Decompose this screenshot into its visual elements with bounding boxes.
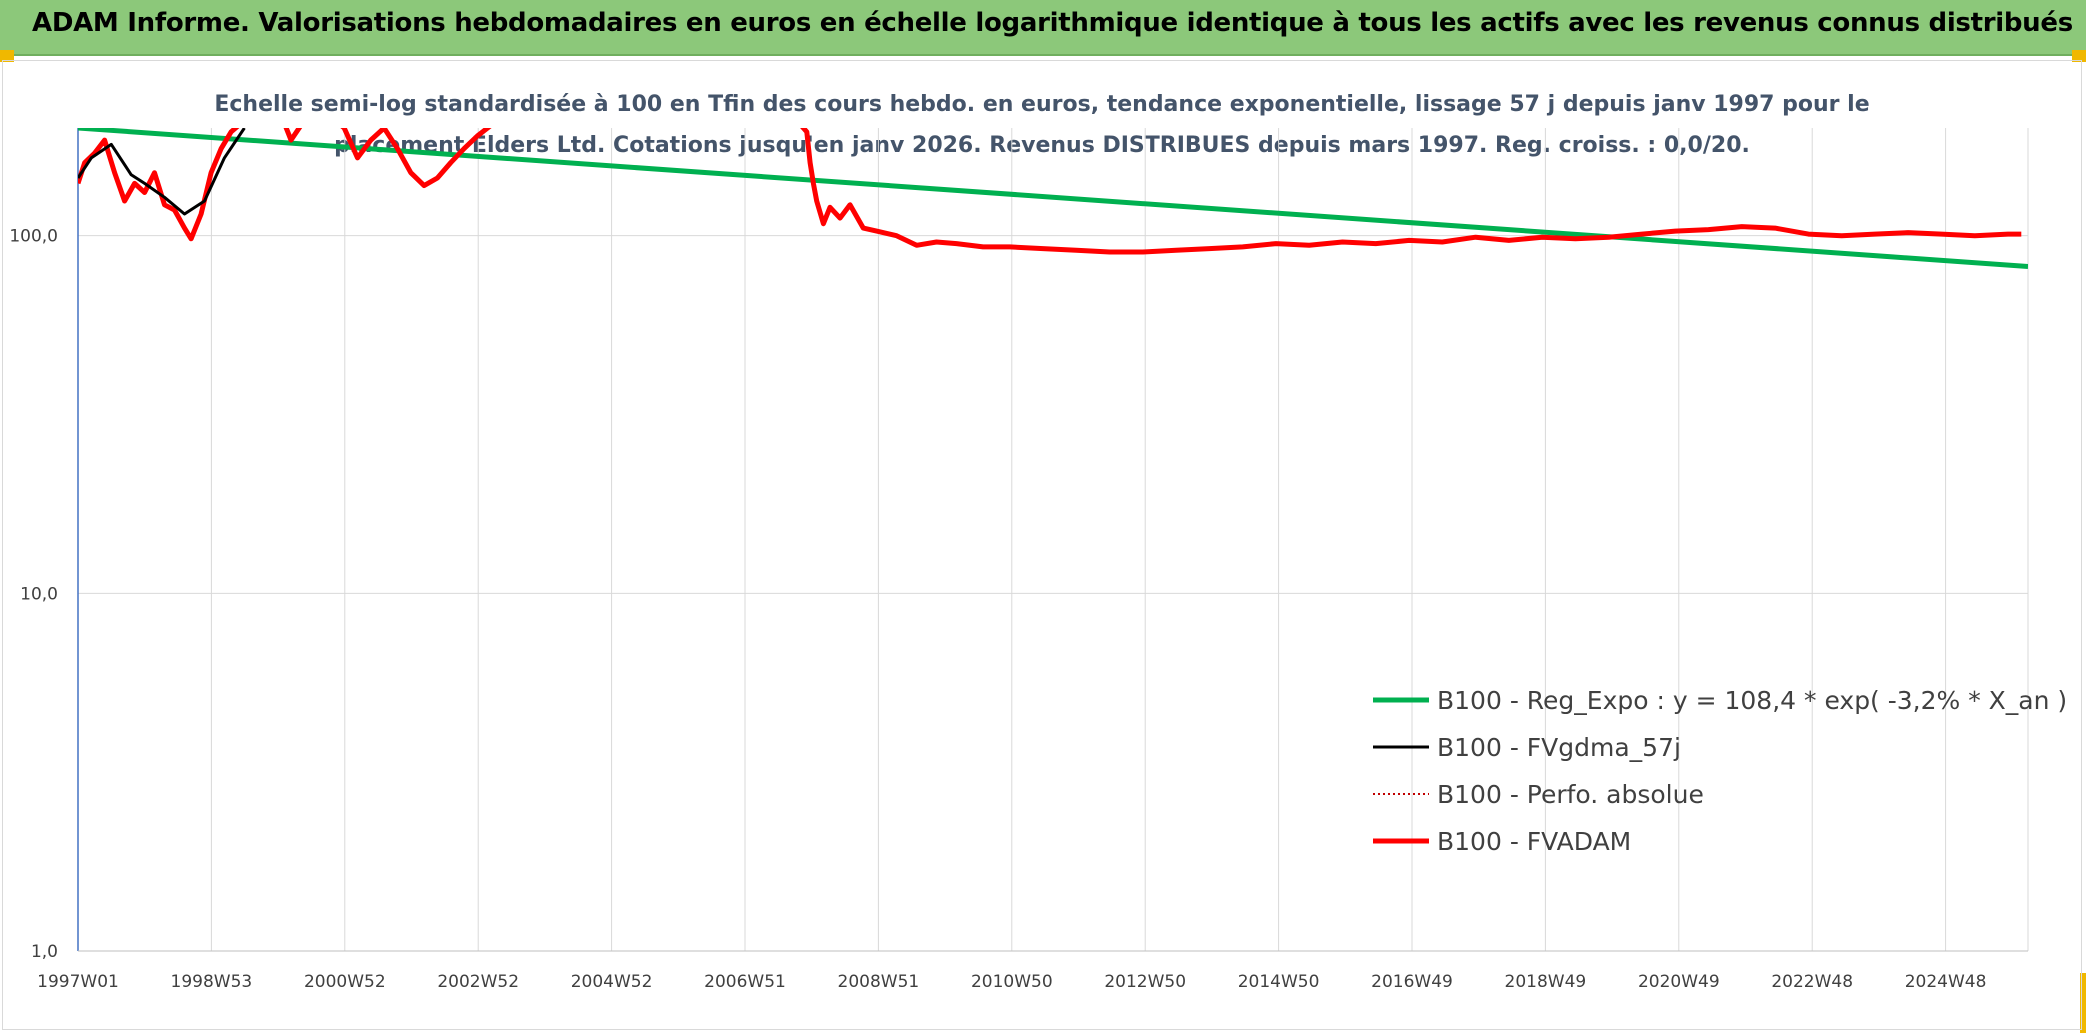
report-title: ADAM Informe. Valorisations hebdomadaire… [32, 8, 2073, 38]
x-tick-label: 2016W49 [1371, 972, 1453, 992]
corner-marker-right [2072, 50, 2086, 62]
grid-layer [77, 128, 2029, 952]
axis-layer: 1,0 10,0 100,0 1997W01 1998W53 2000W52 2002W52… [9, 128, 2028, 992]
x-tick-label: 2018W49 [1505, 972, 1587, 992]
chart-title-line2: placement Elders Ltd. Cotations jusqu'en… [334, 133, 1750, 158]
x-tick-label: 2014W50 [1238, 972, 1320, 992]
report-banner: ADAM Informe. Valorisations hebdomadaire… [0, 0, 2086, 56]
legend-label: B100 - FVgdma_57j [1437, 733, 1681, 762]
y-tick-label: 1,0 [31, 942, 58, 962]
chart-frame [2, 60, 2082, 1030]
x-tick-label: 2010W50 [971, 972, 1053, 992]
legend-label: B100 - FVADAM [1437, 827, 1631, 856]
series-line-1 [78, 128, 246, 216]
x-tick-label: 2012W50 [1104, 972, 1186, 992]
series-line-3 [78, 128, 2022, 255]
y-tick-label: 10,0 [20, 584, 58, 604]
x-tick-label: 2008W51 [838, 972, 920, 992]
corner-marker-bottom-right [2080, 973, 2086, 1033]
chart-title-line1: Echelle semi-log standardisée à 100 en T… [214, 92, 1869, 117]
x-tick-label: 1998W53 [171, 972, 253, 992]
x-tick-label: 2024W48 [1905, 972, 1987, 992]
x-tick-label: 2020W49 [1638, 972, 1720, 992]
x-tick-label: 2002W52 [437, 972, 519, 992]
x-tick-label: 1997W01 [37, 972, 119, 992]
x-tick-label: 2000W52 [304, 972, 386, 992]
x-tick-label: 2022W48 [1771, 972, 1853, 992]
series-line-0 [78, 128, 2028, 269]
series-layer [78, 128, 2028, 269]
legend: B100 - Reg_Expo : y = 108,4 * exp( -3,2%… [1373, 686, 2067, 856]
legend-label: B100 - Reg_Expo : y = 108,4 * exp( -3,2%… [1437, 686, 2067, 715]
legend-label: B100 - Perfo. absolue [1437, 780, 1704, 809]
y-tick-label: 100,0 [9, 227, 58, 247]
corner-marker-left [0, 50, 14, 62]
x-tick-label: 2006W51 [704, 972, 786, 992]
x-tick-label: 2004W52 [571, 972, 653, 992]
